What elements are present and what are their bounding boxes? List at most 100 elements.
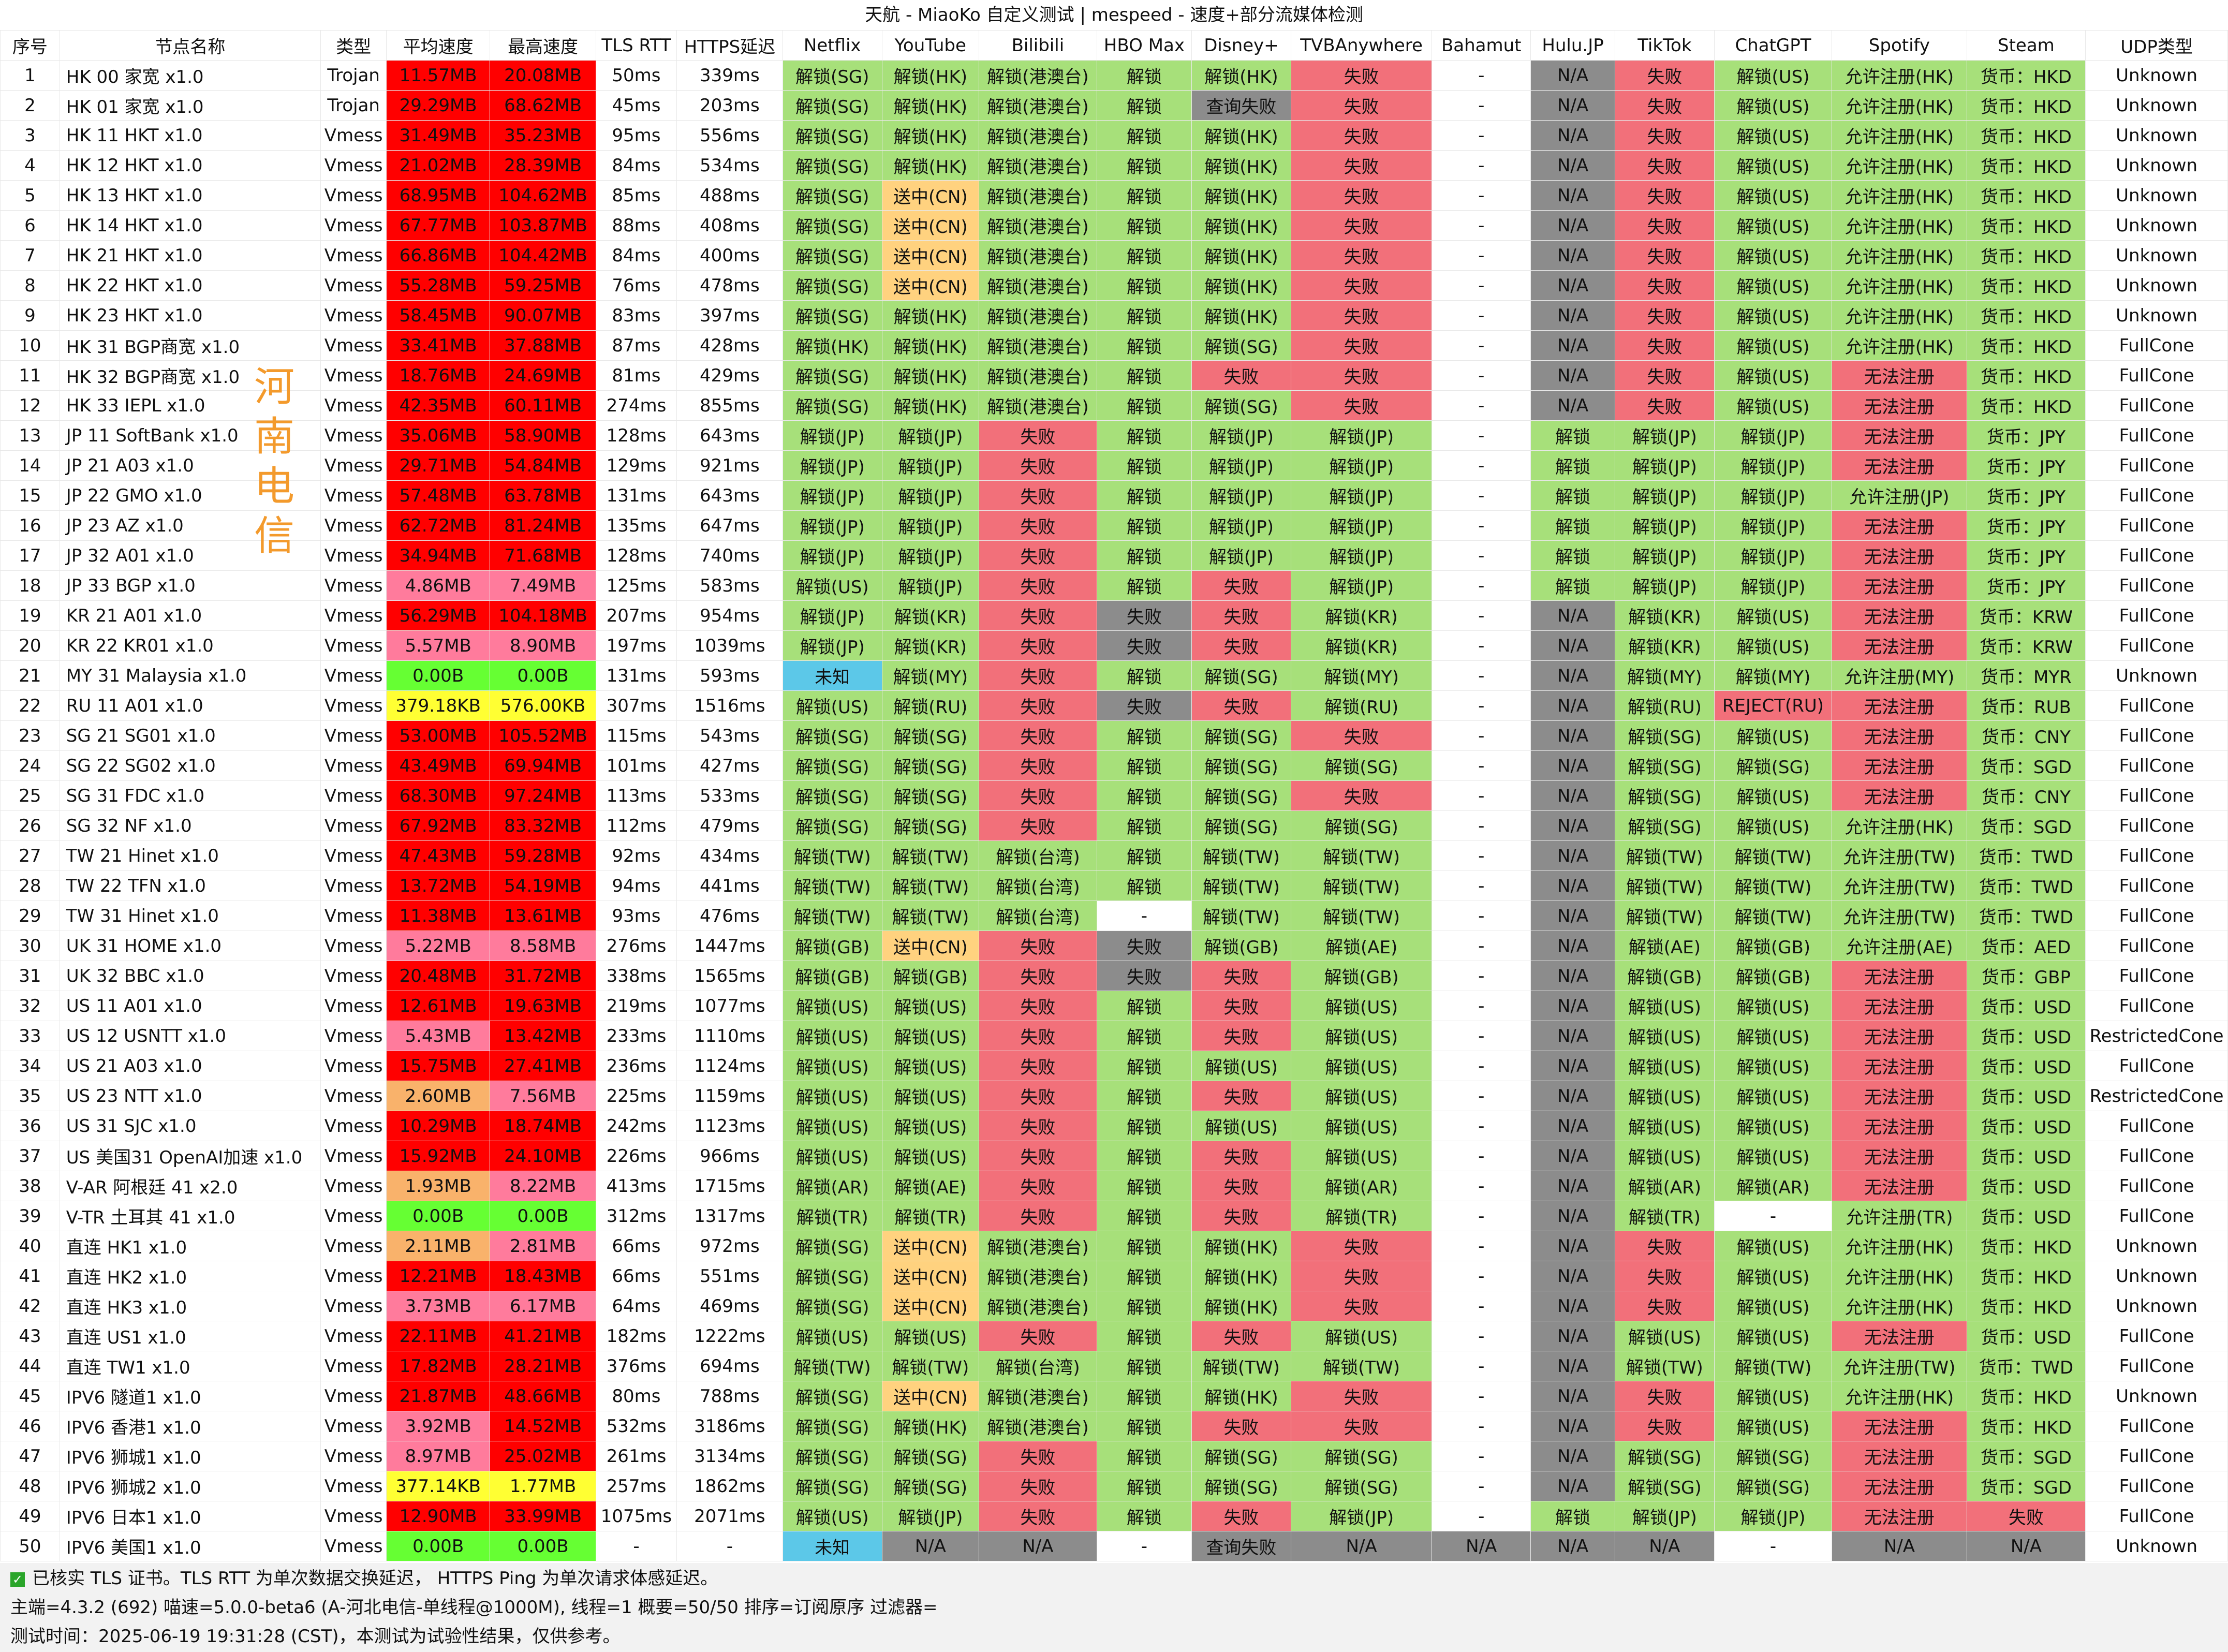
column-header-0[interactable]: 序号 — [0, 30, 60, 61]
cell-steam: 货币：HKD — [1966, 60, 2086, 91]
table-row[interactable]: 44 直连 TW1 x1.0 Vmess 17.82MB 28.21MB 376ms 694… — [0, 1351, 2228, 1381]
cell-netflix: 解锁(SG) — [782, 120, 882, 151]
column-header-5[interactable]: TLS RTT — [596, 30, 677, 61]
cell-youtube: 解锁(TW) — [881, 1351, 980, 1381]
cell-bilibili: 失败 — [979, 1501, 1097, 1531]
table-row[interactable]: 28 TW 22 TFN x1.0 Vmess 13.72MB 54.19MB 94ms 4… — [0, 871, 2228, 901]
column-header-1[interactable]: 节点名称 — [59, 30, 321, 61]
cell-hulu-jp: N/A — [1530, 210, 1616, 241]
cell-spotify: 无法注册 — [1832, 1321, 1967, 1351]
table-row[interactable]: 40 直连 HK1 x1.0 Vmess 2.11MB 2.81MB 66ms 972ms 解… — [0, 1231, 2228, 1261]
cell-netflix: 解锁(TW) — [782, 871, 882, 901]
table-row[interactable]: 21 MY 31 Malaysia x1.0 Vmess 0.00B 0.00B 131m… — [0, 660, 2228, 691]
table-row[interactable]: 36 US 31 SJC x1.0 Vmess 10.29MB 18.74MB 242ms… — [0, 1111, 2228, 1141]
table-row[interactable]: 7 HK 21 HKT x1.0 Vmess 66.86MB 104.42MB 84ms 4… — [0, 240, 2228, 271]
table-row[interactable]: 34 US 21 A03 x1.0 Vmess 15.75MB 27.41MB 236ms… — [0, 1051, 2228, 1081]
cell-tls-rtt: 128ms — [596, 420, 677, 451]
cell-spotify: 允许注册(TW) — [1832, 871, 1967, 901]
table-row[interactable]: 5 HK 13 HKT x1.0 Vmess 68.95MB 104.62MB 85ms 4… — [0, 180, 2228, 211]
column-header-10[interactable]: HBO Max — [1096, 30, 1192, 61]
table-row[interactable]: 24 SG 22 SG02 x1.0 Vmess 43.49MB 69.94MB 101m… — [0, 750, 2228, 781]
table-row[interactable]: 17 JP 32 A01 x1.0 Vmess 34.94MB 71.68MB 128ms… — [0, 540, 2228, 571]
table-row[interactable]: 25 SG 31 FDC x1.0 Vmess 68.30MB 97.24MB 113ms… — [0, 780, 2228, 811]
column-header-14[interactable]: Hulu.JP — [1530, 30, 1616, 61]
table-row[interactable]: 49 IPV6 日本1 x1.0 Vmess 12.90MB 33.99MB 1075ms… — [0, 1501, 2228, 1531]
table-row[interactable]: 41 直连 HK2 x1.0 Vmess 12.21MB 18.43MB 66ms 551m… — [0, 1261, 2228, 1291]
cell-bahamut: - — [1432, 1171, 1531, 1201]
table-row[interactable]: 31 UK 32 BBC x1.0 Vmess 20.48MB 31.72MB 338ms… — [0, 961, 2228, 991]
column-header-8[interactable]: YouTube — [881, 30, 980, 61]
column-header-12[interactable]: TVBAnywhere — [1290, 30, 1433, 61]
cell-youtube: 解锁(JP) — [881, 420, 980, 451]
table-row[interactable]: 43 直连 US1 x1.0 Vmess 22.11MB 41.21MB 182ms 122… — [0, 1321, 2228, 1351]
table-row[interactable]: 27 TW 21 Hinet x1.0 Vmess 47.43MB 59.28MB 92m… — [0, 840, 2228, 871]
column-header-15[interactable]: TikTok — [1615, 30, 1715, 61]
table-row[interactable]: 29 TW 31 Hinet x1.0 Vmess 11.38MB 13.61MB 93m… — [0, 901, 2228, 931]
column-header-19[interactable]: UDP类型 — [2085, 30, 2228, 61]
table-row[interactable]: 22 RU 11 A01 x1.0 Vmess 379.18KB 576.00KB 307… — [0, 690, 2228, 721]
table-row[interactable]: 32 US 11 A01 x1.0 Vmess 12.61MB 19.63MB 219ms… — [0, 991, 2228, 1021]
cell-hbo-max: 解锁 — [1096, 840, 1192, 871]
table-row[interactable]: 13 JP 11 SoftBank x1.0 Vmess 35.06MB 58.90MB… — [0, 420, 2228, 451]
table-row[interactable]: 14 JP 21 A03 x1.0 Vmess 29.71MB 54.84MB 129ms… — [0, 450, 2228, 481]
cell-https-latency: 3134ms — [676, 1441, 783, 1471]
table-row[interactable]: 38 V-AR 阿根廷 41 x2.0 Vmess 1.93MB 8.22MB 413ms… — [0, 1171, 2228, 1201]
table-row[interactable]: 11 HK 32 BGP商宽 x1.0 Vmess 18.76MB 24.69MB 81m… — [0, 360, 2228, 391]
table-row[interactable]: 33 US 12 USNTT x1.0 Vmess 5.43MB 13.42MB 233m… — [0, 1021, 2228, 1051]
table-row[interactable]: 8 HK 22 HKT x1.0 Vmess 55.28MB 59.25MB 76ms 47… — [0, 270, 2228, 301]
column-header-18[interactable]: Steam — [1966, 30, 2086, 61]
cell-spotify: 允许注册(HK) — [1832, 330, 1967, 361]
table-row[interactable]: 50 IPV6 美国1 x1.0 Vmess 0.00B 0.00B - - 未知 N/A N/A… — [0, 1531, 2228, 1561]
table-row[interactable]: 35 US 23 NTT x1.0 Vmess 2.60MB 7.56MB 225ms 11… — [0, 1081, 2228, 1111]
cell-steam: 货币：HKD — [1966, 390, 2086, 421]
table-row[interactable]: 30 UK 31 HOME x1.0 Vmess 5.22MB 8.58MB 276ms 1… — [0, 931, 2228, 961]
cell-udp-type: FullCone — [2085, 570, 2228, 601]
table-row[interactable]: 15 JP 22 GMO x1.0 Vmess 57.48MB 63.78MB 131ms… — [0, 480, 2228, 511]
table-row[interactable]: 1 HK 00 家宽 x1.0 Trojan 11.57MB 20.08MB 50ms 33… — [0, 60, 2228, 91]
column-header-13[interactable]: Bahamut — [1432, 30, 1531, 61]
cell-index: 10 — [0, 330, 60, 361]
table-row[interactable]: 12 HK 33 IEPL x1.0 Vmess 42.35MB 60.11MB 274m… — [0, 390, 2228, 421]
cell-bahamut: - — [1432, 961, 1531, 991]
cell-steam: 货币：HKD — [1966, 150, 2086, 181]
column-header-3[interactable]: 平均速度 — [386, 30, 491, 61]
table-row[interactable]: 20 KR 22 KR01 x1.0 Vmess 5.57MB 8.90MB 197ms 1… — [0, 630, 2228, 661]
column-header-16[interactable]: ChatGPT — [1714, 30, 1833, 61]
column-header-4[interactable]: 最高速度 — [490, 30, 597, 61]
cell-avg-speed: 0.00B — [386, 660, 491, 691]
cell-netflix: 解锁(JP) — [782, 420, 882, 451]
table-row[interactable]: 26 SG 32 NF x1.0 Vmess 67.92MB 83.32MB 112ms 4… — [0, 810, 2228, 841]
table-row[interactable]: 2 HK 01 家宽 x1.0 Trojan 29.29MB 68.62MB 45ms 20… — [0, 90, 2228, 121]
table-row[interactable]: 9 HK 23 HKT x1.0 Vmess 58.45MB 90.07MB 83ms 39… — [0, 300, 2228, 331]
cell-tvbanywhere: 解锁(US) — [1290, 1021, 1433, 1051]
table-row[interactable]: 46 IPV6 香港1 x1.0 Vmess 3.92MB 14.52MB 532ms 31… — [0, 1411, 2228, 1441]
column-header-9[interactable]: Bilibili — [979, 30, 1097, 61]
column-header-2[interactable]: 类型 — [320, 30, 387, 61]
table-row[interactable]: 3 HK 11 HKT x1.0 Vmess 31.49MB 35.23MB 95ms 55… — [0, 120, 2228, 151]
table-row[interactable]: 10 HK 31 BGP商宽 x1.0 Vmess 33.41MB 37.88MB 87m… — [0, 330, 2228, 361]
table-row[interactable]: 4 HK 12 HKT x1.0 Vmess 21.02MB 28.39MB 84ms 53… — [0, 150, 2228, 181]
cell-hbo-max: 解锁 — [1096, 120, 1192, 151]
table-row[interactable]: 42 直连 HK3 x1.0 Vmess 3.73MB 6.17MB 64ms 469ms 解… — [0, 1291, 2228, 1321]
table-row[interactable]: 39 V-TR 土耳其 41 x1.0 Vmess 0.00B 0.00B 312ms 13… — [0, 1201, 2228, 1231]
table-row[interactable]: 16 JP 23 AZ x1.0 Vmess 62.72MB 81.24MB 135ms 6… — [0, 510, 2228, 541]
table-row[interactable]: 23 SG 21 SG01 x1.0 Vmess 53.00MB 105.52MB 115… — [0, 720, 2228, 751]
table-row[interactable]: 47 IPV6 狮城1 x1.0 Vmess 8.97MB 25.02MB 261ms 31… — [0, 1441, 2228, 1471]
column-header-17[interactable]: Spotify — [1832, 30, 1967, 61]
cell-chatgpt: 解锁(GB) — [1714, 931, 1833, 961]
column-header-6[interactable]: HTTPS延迟 — [676, 30, 783, 61]
cell-https-latency: 966ms — [676, 1141, 783, 1171]
table-row[interactable]: 45 IPV6 隧道1 x1.0 Vmess 21.87MB 48.66MB 80ms 78… — [0, 1381, 2228, 1411]
table-row[interactable]: 37 US 美国31 OpenAI加速 x1.0 Vmess 15.92MB 24.10… — [0, 1141, 2228, 1171]
column-header-7[interactable]: Netflix — [782, 30, 882, 61]
table-row[interactable]: 19 KR 21 A01 x1.0 Vmess 56.29MB 104.18MB 207m… — [0, 600, 2228, 631]
cell-https-latency: 408ms — [676, 210, 783, 241]
table-row[interactable]: 6 HK 14 HKT x1.0 Vmess 67.77MB 103.87MB 88ms 4… — [0, 210, 2228, 241]
column-header-11[interactable]: Disney+ — [1191, 30, 1291, 61]
cell-tiktok: 解锁(JP) — [1615, 480, 1715, 511]
cell-hbo-max: 解锁 — [1096, 210, 1192, 241]
table-row[interactable]: 48 IPV6 狮城2 x1.0 Vmess 377.14KB 1.77MB 257ms 1… — [0, 1471, 2228, 1501]
table-row[interactable]: 18 JP 33 BGP x1.0 Vmess 4.86MB 7.49MB 125ms 58… — [0, 570, 2228, 601]
cell-type: Vmess — [320, 390, 387, 421]
cell-tls-rtt: 307ms — [596, 690, 677, 721]
